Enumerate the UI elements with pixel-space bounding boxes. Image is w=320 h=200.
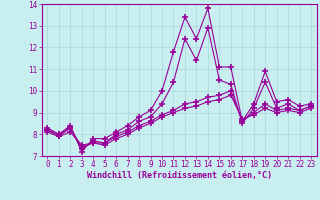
X-axis label: Windchill (Refroidissement éolien,°C): Windchill (Refroidissement éolien,°C) bbox=[87, 171, 272, 180]
